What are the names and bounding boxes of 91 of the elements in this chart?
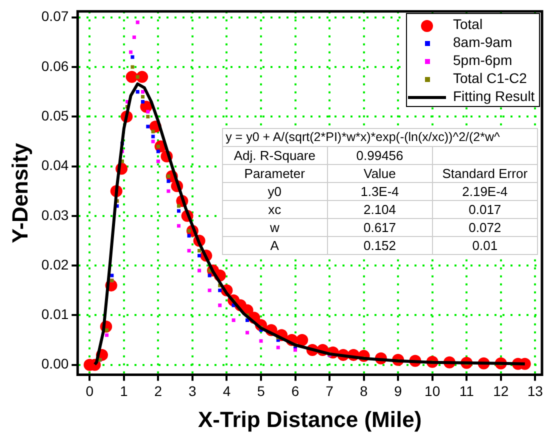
point: [110, 274, 114, 278]
point: [198, 268, 202, 272]
x-tick-label: 2: [154, 383, 162, 400]
x-tick-label: 6: [291, 383, 300, 400]
annotation: 0.072: [432, 218, 538, 236]
annotation: A: [222, 236, 328, 254]
annotation: xc: [222, 200, 328, 218]
point: [218, 288, 222, 292]
point: [166, 174, 170, 178]
point: [246, 330, 250, 334]
annotation: 2.19E-4: [432, 182, 538, 200]
point: [198, 254, 202, 258]
point: [176, 209, 181, 213]
annotation: Value: [327, 164, 432, 182]
legend-label: Fitting Result: [453, 88, 535, 104]
x-tick-label: 4: [222, 383, 231, 400]
x-tick-label: 0: [86, 383, 94, 400]
annotation: Parameter: [222, 164, 328, 182]
point: [140, 95, 145, 99]
point: [151, 140, 155, 144]
x-tick-label: 13: [527, 383, 544, 400]
point: [198, 248, 202, 252]
x-tick-label: 10: [424, 383, 440, 400]
point: [208, 288, 212, 292]
y-axis-title: Y-Density: [7, 142, 32, 244]
y-tick-label: 0.05: [41, 108, 69, 124]
point: [187, 248, 191, 252]
point: [208, 274, 212, 278]
point: [276, 346, 280, 350]
y-tick-label: 0.06: [41, 58, 69, 74]
point: [232, 318, 236, 322]
point: [259, 339, 263, 343]
point: [130, 55, 134, 59]
annotation: 0.017: [432, 200, 538, 218]
point: [176, 224, 181, 228]
x-tick-label: 3: [188, 383, 197, 400]
point: [126, 70, 138, 83]
annotation: 2.104: [327, 200, 432, 218]
x-tick-label: 7: [326, 383, 334, 400]
x-tick-label: 11: [459, 383, 474, 400]
y-tick-label: 0.04: [41, 157, 69, 174]
point: [130, 65, 134, 69]
annotation: 0.617: [327, 218, 432, 236]
y-tick-label: 0.01: [41, 306, 69, 322]
annotation: 0.152: [327, 236, 432, 254]
point: [293, 348, 298, 352]
point: [136, 20, 140, 24]
y-tick-label: 0.03: [41, 206, 69, 223]
point: [146, 124, 150, 128]
x-tick-label: 9: [394, 383, 402, 400]
annotation: 0.99456: [327, 146, 432, 164]
y-tick-label: 0.00: [41, 356, 69, 372]
point: [218, 304, 222, 308]
x-tick-label: 1: [120, 383, 128, 400]
point: [166, 179, 170, 183]
legend-label: Total C1-C2: [453, 70, 527, 86]
point: [187, 234, 191, 238]
annotation: Standard Error: [432, 164, 538, 182]
point: [176, 204, 181, 208]
point: [140, 100, 145, 104]
annotation: y = y0 + A/(sqrt(2*PI)*w*x)*exp(-(ln(x/xc))^2/(2*w^: [222, 128, 538, 146]
point: [136, 90, 140, 94]
annotation: w: [222, 218, 328, 236]
legend-label: Total: [453, 16, 483, 32]
point: [151, 134, 155, 138]
point: [105, 328, 109, 332]
point: [136, 75, 140, 79]
point: [146, 110, 150, 114]
point: [187, 229, 191, 233]
x-tick-label: 8: [360, 383, 368, 400]
legend-label: 8am-9am: [453, 34, 512, 50]
point: [132, 35, 136, 39]
annotation: y0: [222, 182, 328, 200]
point: [166, 189, 170, 193]
point: [151, 130, 155, 134]
annotation: Adj. R-Square: [222, 146, 328, 164]
point: [140, 90, 145, 94]
point: [129, 50, 133, 54]
annotation: 1.3E-4: [327, 182, 432, 200]
y-tick-label: 0.02: [41, 256, 69, 272]
x-tick-label: 12: [493, 383, 509, 400]
point: [146, 114, 150, 118]
point: [296, 334, 308, 346]
annotation: 0.01: [432, 236, 538, 254]
point: [156, 150, 160, 154]
point: [105, 333, 109, 337]
y-tick-label: 0.07: [41, 8, 69, 24]
legend-label: 5pm-6pm: [453, 52, 512, 68]
x-axis-title: X-Trip Distance (Mile): [198, 406, 422, 432]
x-tick-label: 5: [257, 383, 266, 400]
point: [156, 160, 160, 164]
